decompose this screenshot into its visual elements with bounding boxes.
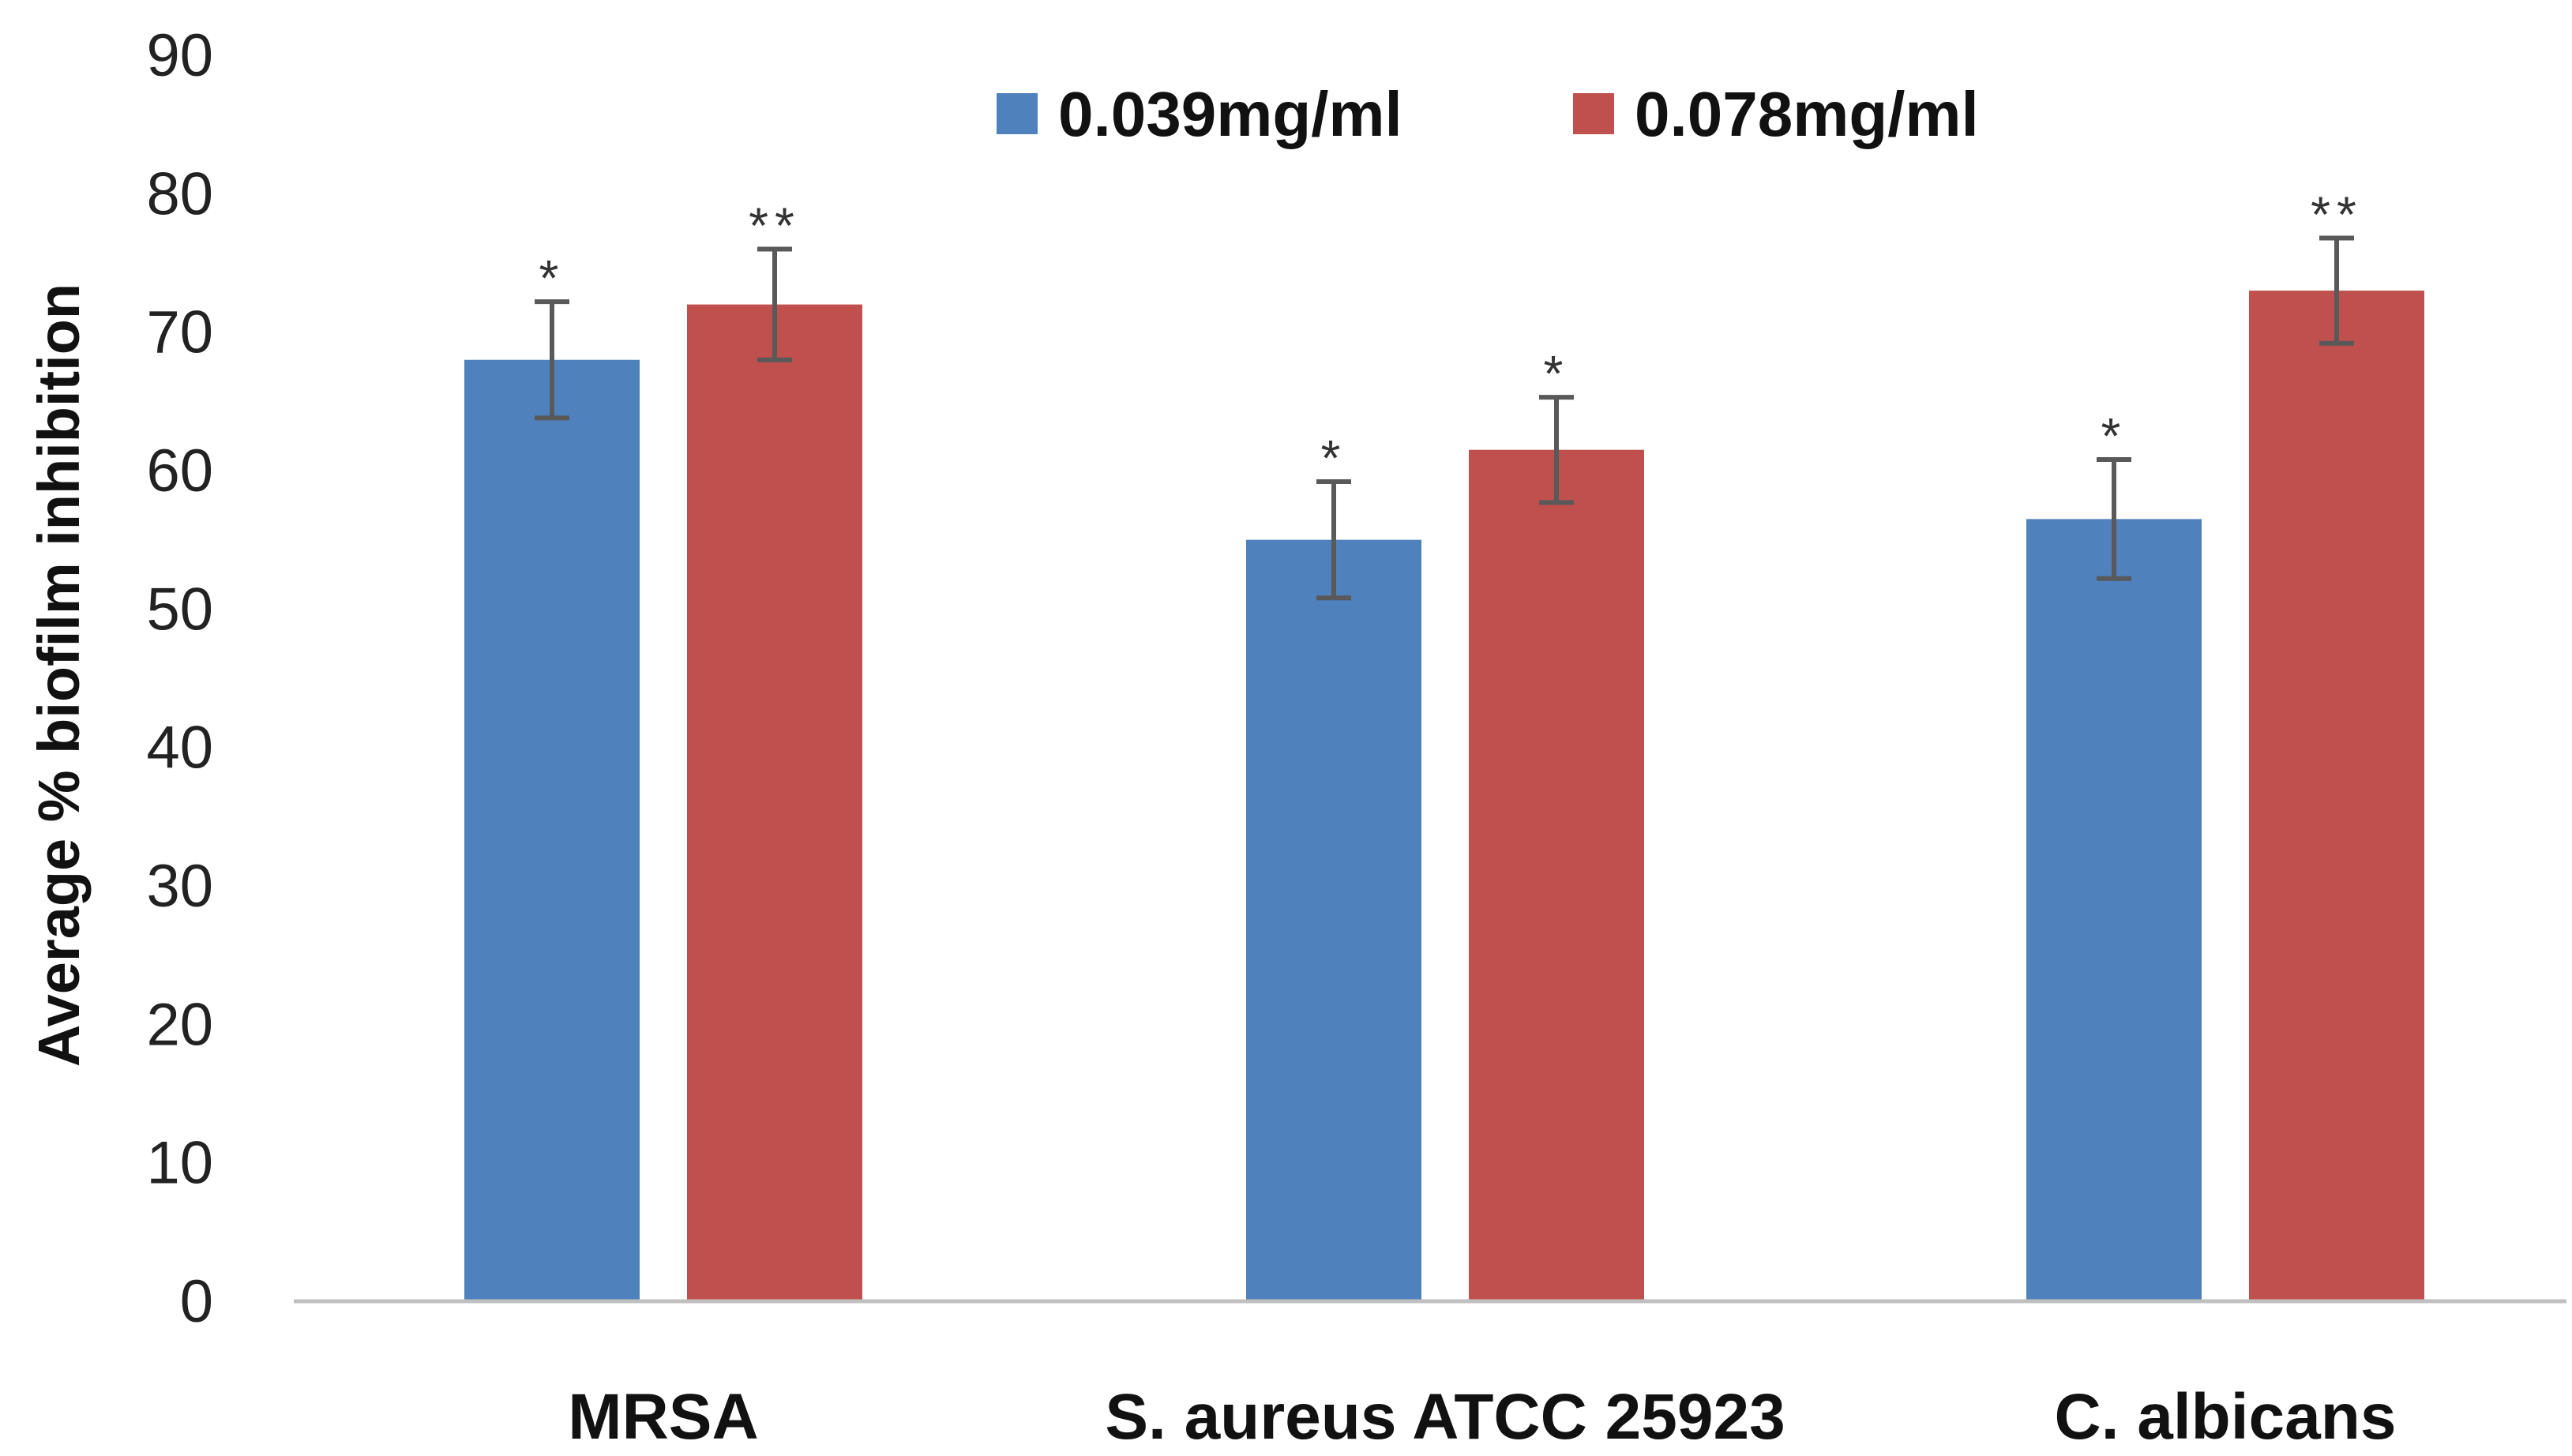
- significance-marker: **: [2311, 186, 2363, 242]
- legend: 0.039mg/ml 0.078mg/ml: [997, 79, 1979, 149]
- y-tick-label: 70: [146, 299, 213, 366]
- legend-label: 0.078mg/ml: [1635, 79, 1979, 149]
- significance-marker: *: [1544, 345, 1570, 402]
- y-tick-label: 60: [146, 437, 213, 505]
- category-label: MRSA: [568, 1381, 758, 1453]
- significance-marker: *: [539, 250, 565, 306]
- bar-series: [464, 291, 2424, 1302]
- x-axis-category-labels: MRSA S. aureus ATCC 25923 C. albicans: [568, 1381, 2396, 1453]
- error-bars: [535, 235, 2354, 601]
- category-label: C. albicans: [2055, 1381, 2397, 1453]
- y-tick-label: 90: [146, 22, 213, 89]
- significance-markers: ** ******: [539, 186, 2363, 486]
- y-tick-label: 0: [180, 1268, 213, 1335]
- legend-swatch: [997, 93, 1038, 134]
- legend-swatch: [1573, 93, 1614, 134]
- bar-0.039mg/ml-S. aureus ATCC 25923: [1246, 539, 1421, 1301]
- bar-0.078mg/ml-C. albicans: [2249, 291, 2424, 1302]
- y-tick-label: 80: [146, 160, 213, 227]
- significance-marker: *: [2101, 407, 2127, 464]
- bar-0.039mg/ml-MRSA: [464, 359, 640, 1301]
- significance-marker: **: [749, 197, 801, 253]
- bar-0.078mg/ml-MRSA: [687, 304, 862, 1302]
- y-axis-ticks: 0 10 20 30 40 50 60 70 80 90: [146, 22, 213, 1335]
- legend-label: 0.039mg/ml: [1058, 79, 1402, 149]
- y-tick-label: 50: [146, 576, 213, 643]
- y-axis-title: Average % biofilm inhibition: [26, 283, 92, 1067]
- category-label: S. aureus ATCC 25923: [1105, 1381, 1785, 1453]
- bar-0.078mg/ml-S. aureus ATCC 25923: [1469, 449, 1644, 1302]
- y-tick-label: 40: [146, 715, 213, 782]
- significance-marker: *: [1321, 430, 1347, 486]
- bar-0.039mg/ml-C. albicans: [2026, 519, 2202, 1301]
- y-tick-label: 10: [146, 1130, 213, 1197]
- y-tick-label: 20: [146, 991, 213, 1058]
- y-tick-label: 30: [146, 853, 213, 920]
